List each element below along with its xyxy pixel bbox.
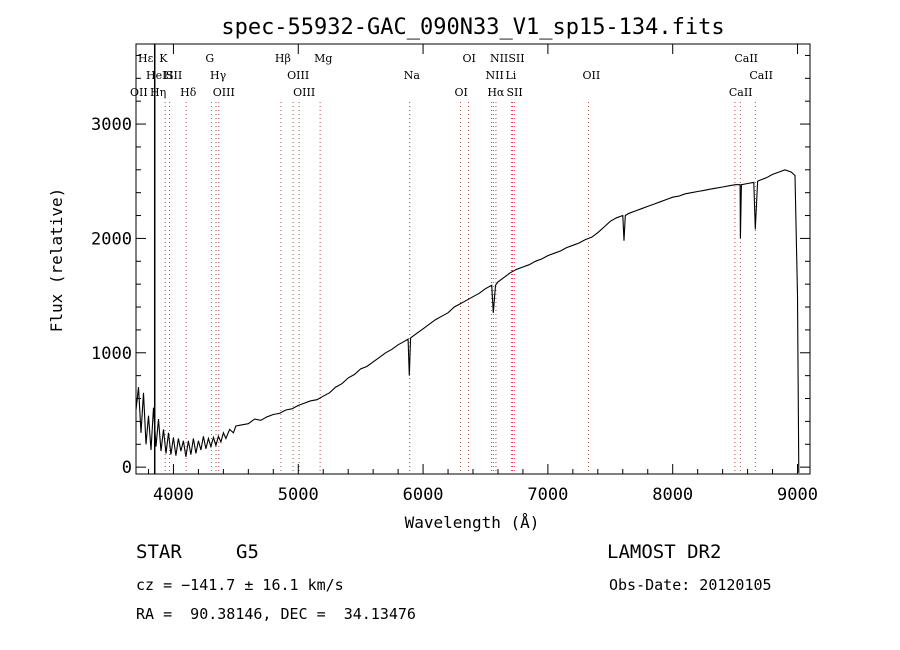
survey-name: LAMOST DR2 [607, 541, 722, 563]
line-label: OI [463, 52, 476, 65]
line-label: OI [455, 86, 468, 99]
y-tick-label: 2000 [91, 229, 132, 249]
line-label: NII [485, 69, 503, 82]
line-label: SII [508, 52, 524, 65]
coordinates: RA = 90.38146, DEC = 34.13476 [136, 605, 416, 623]
reference-lines [164, 102, 756, 474]
edge-labels: OII Hε HeI SII Hη [130, 52, 182, 99]
redshift-value: cz = −141.7 ± 16.1 km/s [136, 576, 344, 594]
chart-title: spec-55932-GAC_090N33_V1_sp15-134.fits [221, 15, 724, 40]
line-label: CaII [729, 86, 753, 99]
line-label: K [159, 52, 168, 65]
line-label: Hβ [275, 52, 291, 65]
x-tick-label: 9000 [777, 485, 818, 505]
edge-label-oii: OII [130, 86, 148, 99]
y-tick-label: 3000 [91, 115, 132, 135]
edge-label-he: Hε [138, 52, 154, 65]
x-tick-label: 4000 [153, 485, 194, 505]
line-label: Hα [487, 86, 505, 99]
y-axis-ticks: 0 1000 2000 3000 [91, 54, 810, 478]
line-label: Mg [314, 52, 332, 65]
line-label: SII [506, 86, 522, 99]
object-class: STAR [136, 541, 182, 563]
line-label: Hδ [180, 86, 197, 99]
plot-frame [135, 43, 811, 475]
x-tick-label: 8000 [652, 485, 693, 505]
line-label: OII [582, 69, 600, 82]
line-label: Hγ [210, 69, 227, 82]
line-label: OIII [293, 86, 315, 99]
edge-label-hei: HeI [146, 69, 166, 82]
x-axis-ticks: 4000 5000 6000 7000 8000 9000 [147, 44, 818, 505]
line-label: OIII [213, 86, 235, 99]
line-label: NII [490, 52, 508, 65]
line-label: G [205, 52, 214, 65]
x-tick-label: 7000 [527, 485, 568, 505]
line-label: Na [404, 69, 421, 82]
edge-label-sii: SII [166, 69, 182, 82]
line-label: OIII [287, 69, 309, 82]
x-tick-label: 6000 [403, 485, 444, 505]
y-axis-label: Flux (relative) [47, 188, 66, 333]
line-label: CaII [749, 69, 773, 82]
x-axis-label: Wavelength (Å) [405, 513, 540, 532]
line-label: H [164, 69, 174, 82]
y-tick-label: 1000 [91, 344, 132, 364]
object-subclass: G5 [236, 541, 259, 563]
edge-label-heta: Hη [150, 86, 166, 99]
line-label: Li [505, 69, 516, 82]
spectrum-line [135, 169, 800, 473]
y-tick-label: 0 [122, 458, 132, 478]
line-label: CaII [734, 52, 758, 65]
emission-line-labels: KHHδGHγOIIIHβOIIIOIIIMgNaOIOINIIHαNIILiS… [159, 52, 773, 99]
observation-date: Obs-Date: 20120105 [609, 576, 772, 594]
x-tick-label: 5000 [278, 485, 319, 505]
